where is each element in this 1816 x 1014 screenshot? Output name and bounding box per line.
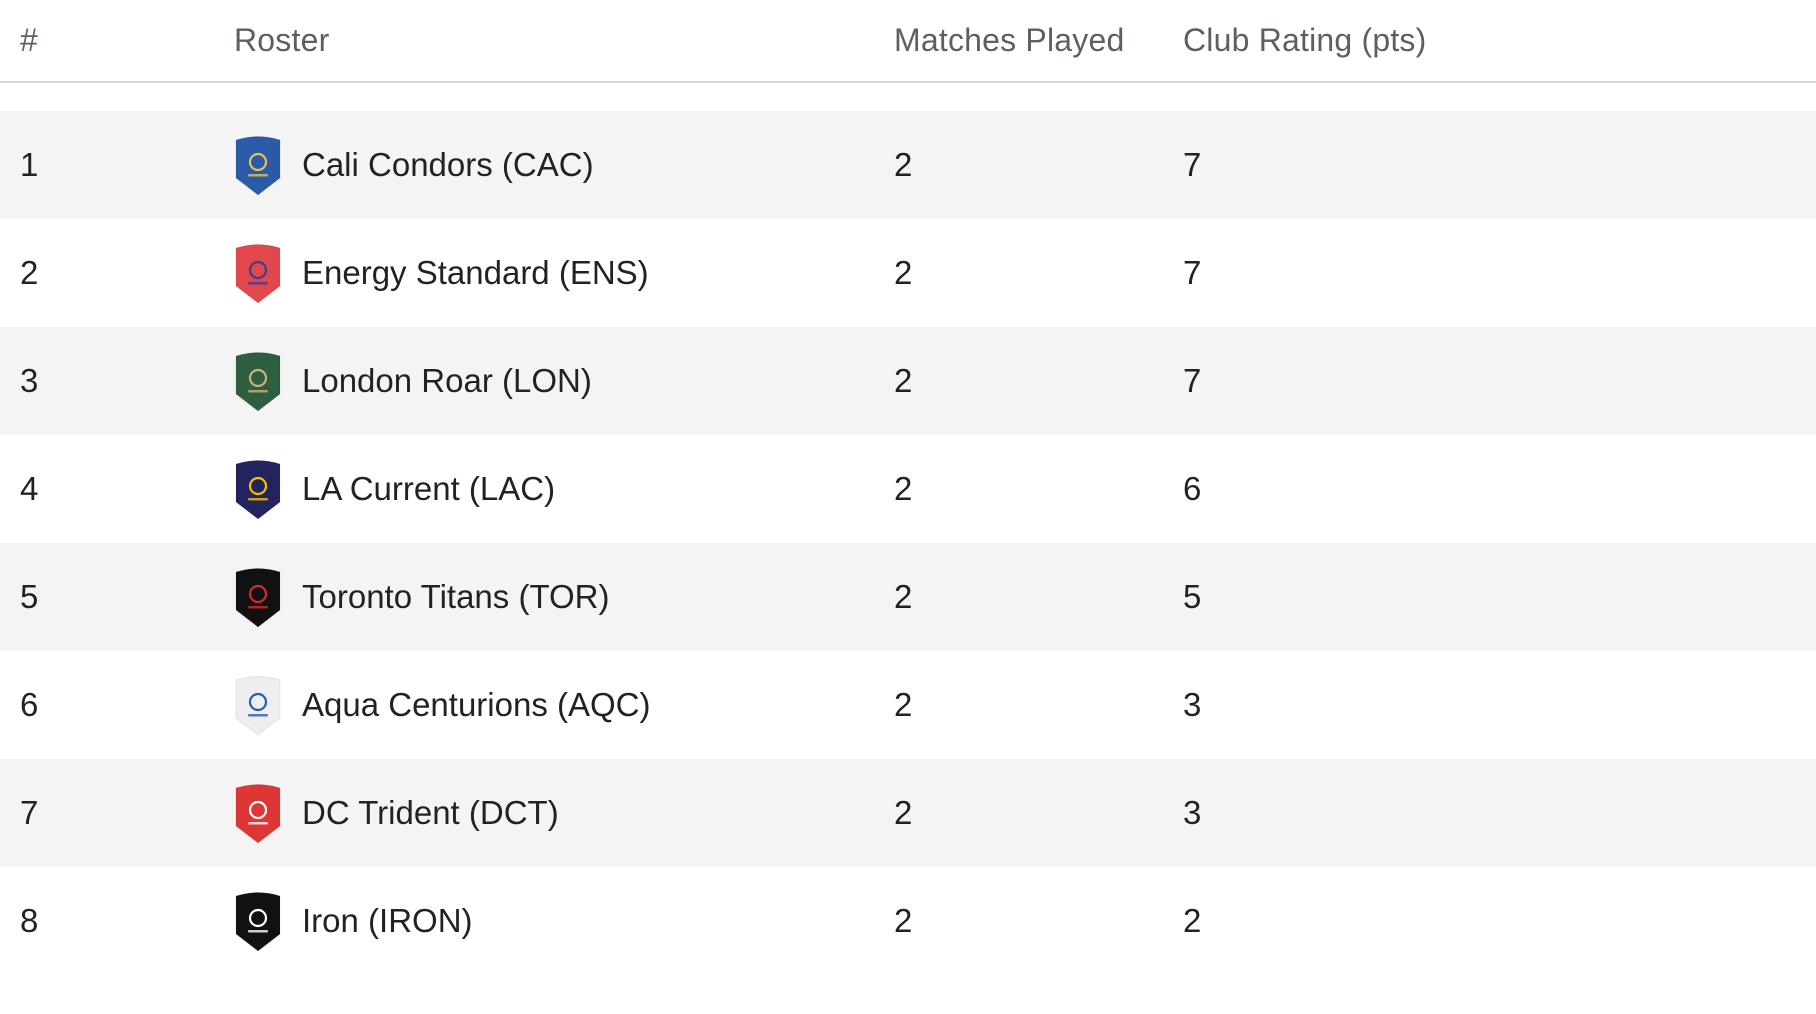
cali-condors-logo-icon [233,134,283,196]
roster-cell[interactable]: Cali Condors (CAC) [233,111,594,219]
matches-played-cell: 2 [894,794,913,831]
roster-cell[interactable]: LA Current (LAC) [233,435,555,543]
matches-played-cell: 2 [894,902,913,939]
table-row[interactable]: 8 Iron (IRON) 2 2 [0,867,1816,975]
roster-cell[interactable]: Iron (IRON) [233,867,473,975]
rank-cell: 3 [20,362,39,399]
rank-cell: 7 [20,794,39,831]
club-rating-cell: 6 [1183,470,1202,507]
table-body: 1 Cali Condors (CAC) 2 7 2 Energy Standard (E… [0,111,1816,975]
table-row[interactable]: 6 Aqua Centurions (AQC) 2 3 [0,651,1816,759]
team-name[interactable]: Iron (IRON) [302,902,473,939]
matches-played-cell: 2 [894,686,913,723]
rank-cell: 4 [20,470,39,507]
matches-played-cell: 2 [894,578,913,615]
standings-table: # Roster Matches Played Club Rating (pts… [0,0,1816,975]
club-rating-cell: 7 [1183,146,1202,183]
rank-cell: 1 [20,146,39,183]
matches-played-cell: 2 [894,254,913,291]
team-name[interactable]: London Roar (LON) [302,362,592,399]
club-rating-cell: 3 [1183,686,1202,723]
club-rating-cell: 7 [1183,254,1202,291]
matches-played-cell: 2 [894,362,913,399]
team-name[interactable]: Toronto Titans (TOR) [302,578,610,615]
rank-cell: 8 [20,902,39,939]
matches-played-cell: 2 [894,146,913,183]
team-name[interactable]: Cali Condors (CAC) [302,146,594,183]
header-spacer [0,83,1816,111]
team-name[interactable]: LA Current (LAC) [302,470,556,507]
energy-standard-logo-icon [233,242,283,304]
header-club-rating[interactable]: Club Rating (pts) [1183,22,1427,58]
table-row[interactable]: 1 Cali Condors (CAC) 2 7 [0,111,1816,219]
club-rating-cell: 5 [1183,578,1202,615]
iron-logo-icon [233,890,283,952]
table-row[interactable]: 4 LA Current (LAC) 2 6 [0,435,1816,543]
table-header: # Roster Matches Played Club Rating (pts… [0,0,1816,83]
table-row[interactable]: 7 DC Trident (DCT) 2 3 [0,759,1816,867]
aqua-centurions-logo-icon [233,674,283,736]
table-row[interactable]: 2 Energy Standard (ENS) 2 7 [0,219,1816,327]
roster-cell[interactable]: DC Trident (DCT) [233,759,559,867]
table-row[interactable]: 3 London Roar (LON) 2 7 [0,327,1816,435]
team-name[interactable]: Energy Standard (ENS) [302,254,649,291]
header-matches-played[interactable]: Matches Played [894,22,1125,58]
team-name[interactable]: DC Trident (DCT) [302,794,559,831]
club-rating-cell: 2 [1183,902,1202,939]
header-roster[interactable]: Roster [234,22,330,58]
table-row[interactable]: 5 Toronto Titans (TOR) 2 5 [0,543,1816,651]
roster-cell[interactable]: London Roar (LON) [233,327,592,435]
dc-trident-logo-icon [233,782,283,844]
team-name[interactable]: Aqua Centurions (AQC) [302,686,651,723]
rank-cell: 2 [20,254,39,291]
matches-played-cell: 2 [894,470,913,507]
toronto-titans-logo-icon [233,566,283,628]
roster-cell[interactable]: Aqua Centurions (AQC) [233,651,650,759]
rank-cell: 5 [20,578,39,615]
roster-cell[interactable]: Toronto Titans (TOR) [233,543,610,651]
club-rating-cell: 3 [1183,794,1202,831]
roster-cell[interactable]: Energy Standard (ENS) [233,219,649,327]
london-roar-logo-icon [233,350,283,412]
club-rating-cell: 7 [1183,362,1202,399]
header-rank[interactable]: # [20,22,38,58]
rank-cell: 6 [20,686,39,723]
la-current-logo-icon [233,458,283,520]
